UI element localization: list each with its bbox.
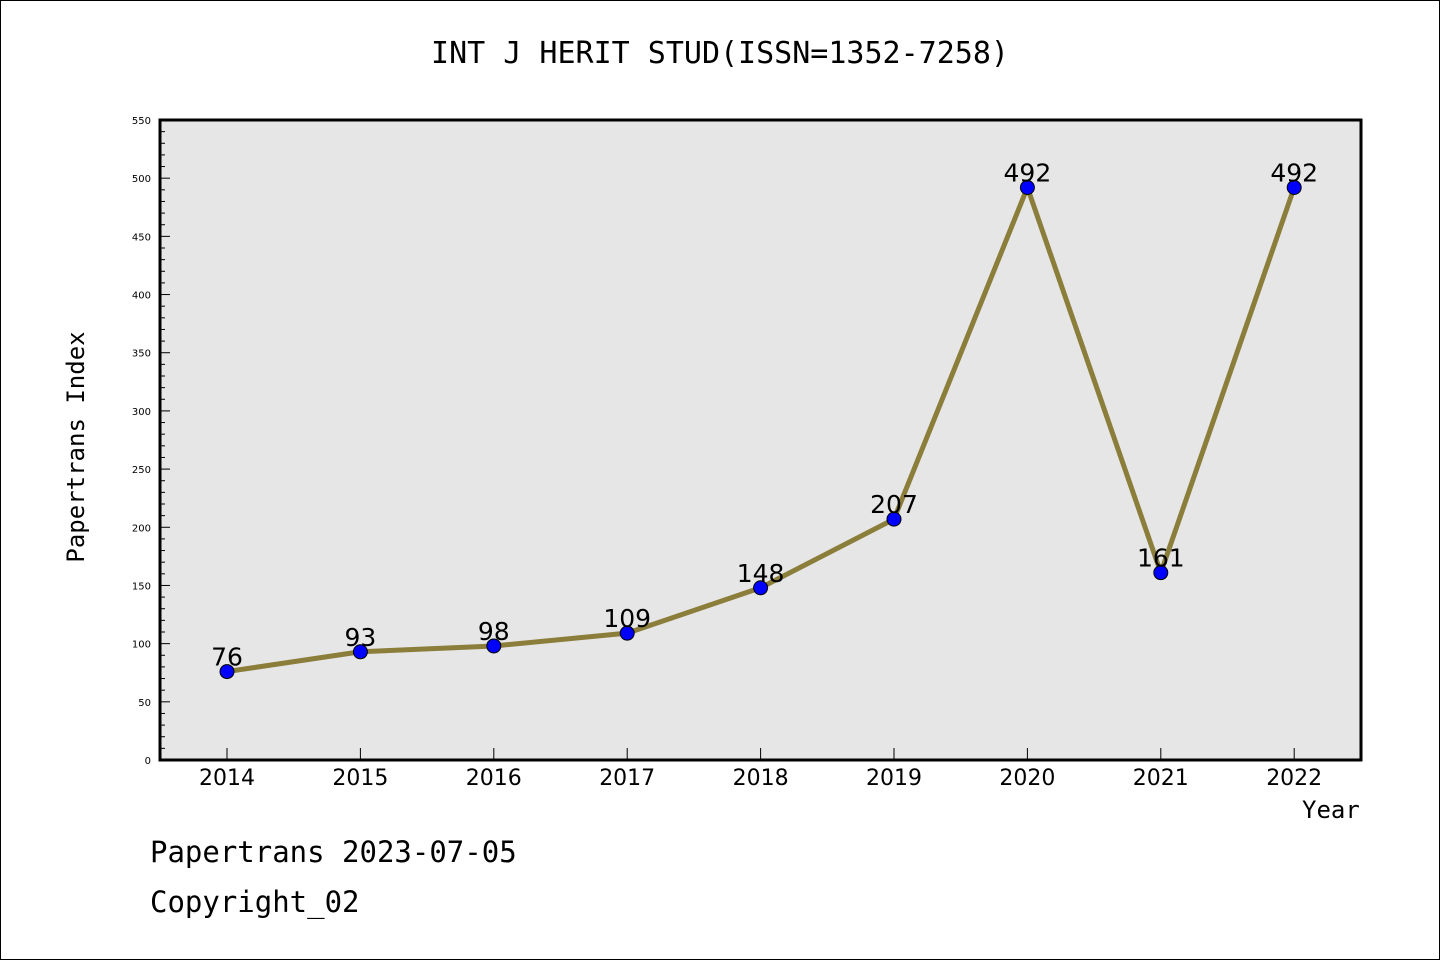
y-tick-label: 300	[132, 407, 151, 418]
x-tick-label: 2015	[332, 766, 388, 791]
data-value-label: 148	[737, 559, 785, 588]
y-tick-label: 200	[132, 523, 151, 534]
x-tick-label: 2019	[866, 766, 922, 791]
data-value-label: 109	[603, 604, 651, 633]
y-tick-label: 500	[132, 174, 151, 185]
data-labels: 76 93 98 109 148 207 492 161 492	[211, 158, 1318, 671]
y-tick-label: 50	[138, 698, 151, 709]
y-tick-label: 350	[132, 349, 151, 360]
data-value-label: 93	[344, 623, 376, 652]
x-axis-title: Year	[1302, 796, 1360, 824]
data-point-marker	[753, 580, 769, 596]
y-tick-label: 450	[132, 232, 151, 243]
data-point-marker	[486, 638, 502, 654]
plot-border	[158, 118, 1363, 762]
y-tick-label: 0	[145, 756, 151, 767]
x-tick-label: 2018	[733, 766, 789, 791]
y-tick-label: 550	[132, 116, 151, 127]
data-value-label: 492	[1004, 158, 1052, 187]
plot-area	[160, 120, 1361, 760]
data-points	[219, 179, 1302, 680]
y-axis: 0 50 100 150 200 250 300 350 400 450 500 550	[132, 116, 170, 767]
footer-date: Papertrans 2023-07-05	[150, 835, 517, 869]
x-tick-label: 2016	[466, 766, 522, 791]
data-point-marker	[1019, 179, 1035, 195]
x-tick-label: 2014	[199, 766, 255, 791]
y-tick-label: 250	[132, 465, 151, 476]
x-axis: 2014 2015 2016 2017 2018 2019 2020 2021 2022	[199, 748, 1322, 791]
footer-copyright: Copyright_02	[150, 885, 360, 919]
data-value-label: 492	[1270, 158, 1318, 187]
y-axis-title: Papertrans Index	[62, 331, 90, 563]
data-value-label: 76	[211, 643, 243, 672]
data-value-label: 161	[1137, 544, 1185, 573]
chart-title: INT J HERIT STUD(ISSN=1352-7258)	[431, 36, 1009, 71]
data-point-marker	[619, 625, 635, 641]
data-value-label: 207	[870, 490, 918, 519]
y-tick-label: 100	[132, 640, 151, 651]
data-point-marker	[886, 511, 902, 527]
x-tick-label: 2017	[599, 766, 655, 791]
data-point-marker	[219, 664, 235, 680]
y-tick-label: 150	[132, 581, 151, 592]
y-tick-label: 400	[132, 291, 151, 302]
data-point-marker	[352, 644, 368, 660]
data-point-marker	[1286, 179, 1302, 195]
x-tick-label: 2021	[1133, 766, 1189, 791]
data-point-marker	[1153, 565, 1169, 581]
x-tick-label: 2022	[1266, 766, 1322, 791]
x-tick-label: 2020	[999, 766, 1055, 791]
data-value-label: 98	[478, 617, 510, 646]
